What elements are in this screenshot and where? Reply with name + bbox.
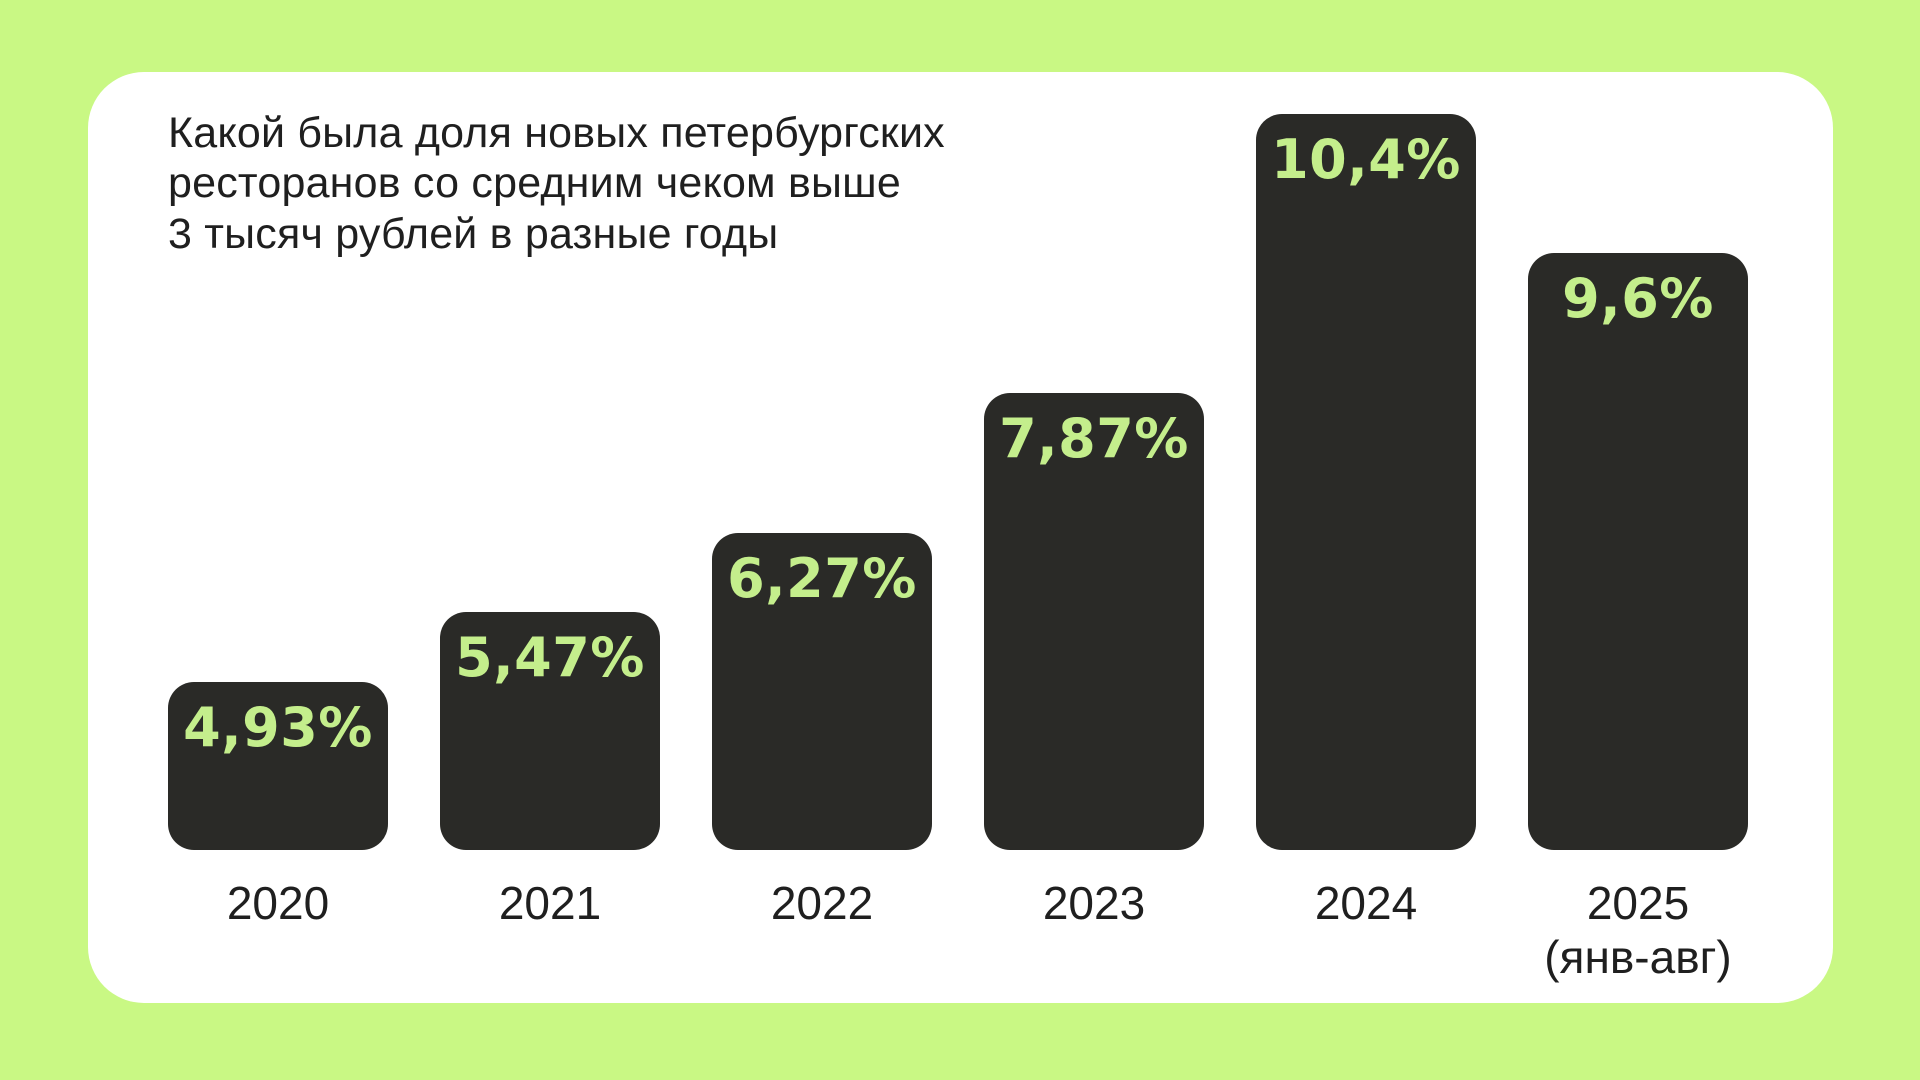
x-axis-label-2024: 2024 <box>1314 877 1418 929</box>
x-axis-label-2022: 2022 <box>770 877 874 929</box>
bar-value-label: 9,6% <box>1562 267 1714 330</box>
x-axis-label-2025: 2025 (янв-авг) <box>1544 877 1732 984</box>
bar-2024: 10,4% <box>1256 114 1476 850</box>
x-axis-label-2020: 2020 <box>226 877 330 929</box>
chart-title-line: 3 тысяч рублей в разные годы <box>168 209 779 258</box>
bar-value-label: 6,27% <box>727 547 917 610</box>
bar-value-label: 7,87% <box>999 407 1189 470</box>
bars-row: 4,93% 5,47% 6,27% 7,87% 10,4% 9,6% <box>168 114 1748 850</box>
chart-title-line: Какой была доля новых петербургских <box>168 109 945 157</box>
chart-title: Какой была доля новых петербургских рест… <box>168 108 945 259</box>
bar-value-label: 5,47% <box>455 626 645 689</box>
bar-2023: 7,87% <box>984 393 1204 850</box>
bar-2025: 9,6% <box>1528 253 1748 850</box>
x-axis: 2020 2021 2022 2023 2024 2025 (янв-авг) <box>168 876 1748 985</box>
bar-2020: 4,93% <box>168 682 388 850</box>
bar-value-label: 10,4% <box>1271 128 1461 191</box>
bar-2022: 6,27% <box>712 533 932 850</box>
bar-value-label: 4,93% <box>183 696 373 759</box>
x-axis-label-2021: 2021 <box>498 877 602 929</box>
chart-title-line: ресторанов со средним чеком выше <box>168 159 901 208</box>
x-axis-label-2023: 2023 <box>1042 877 1146 929</box>
bar-2021: 5,47% <box>440 612 660 850</box>
chart-card: Какой была доля новых петербургских рест… <box>88 72 1833 1003</box>
